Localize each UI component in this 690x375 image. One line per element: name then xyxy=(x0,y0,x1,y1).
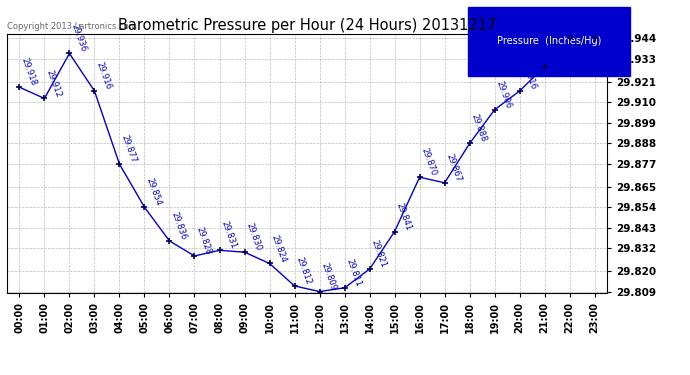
Text: 29.836: 29.836 xyxy=(170,210,188,241)
Text: 29.854: 29.854 xyxy=(144,177,163,207)
Text: 29.831: 29.831 xyxy=(219,220,238,250)
Text: 29.906: 29.906 xyxy=(495,80,513,110)
Text: Pressure  (Inches/Hg): Pressure (Inches/Hg) xyxy=(497,36,601,46)
Text: 29.877: 29.877 xyxy=(119,134,138,164)
Text: 29.912: 29.912 xyxy=(44,68,63,99)
Text: 29.812: 29.812 xyxy=(295,256,313,286)
Text: Copyright 2013 Lartronics.com: Copyright 2013 Lartronics.com xyxy=(7,22,137,31)
Text: 29.916: 29.916 xyxy=(520,61,538,91)
Text: 29.916: 29.916 xyxy=(95,61,113,91)
Title: Barometric Pressure per Hour (24 Hours) 20131217: Barometric Pressure per Hour (24 Hours) … xyxy=(118,18,496,33)
Text: 29.888: 29.888 xyxy=(470,113,488,143)
Text: 29.841: 29.841 xyxy=(395,201,413,231)
Text: 29.811: 29.811 xyxy=(344,258,363,288)
Text: 29.870: 29.870 xyxy=(420,147,438,177)
Text: 29.824: 29.824 xyxy=(270,233,288,263)
Text: 29.828: 29.828 xyxy=(195,225,213,256)
Text: 29.918: 29.918 xyxy=(19,57,38,87)
Text: 29.867: 29.867 xyxy=(444,152,463,183)
Text: 29.944: 29.944 xyxy=(570,8,588,39)
Text: 29.944: 29.944 xyxy=(595,8,613,39)
Text: 29.929: 29.929 xyxy=(544,36,563,67)
Text: 29.809: 29.809 xyxy=(319,261,338,291)
Text: 29.936: 29.936 xyxy=(70,23,88,54)
Text: 29.821: 29.821 xyxy=(370,239,388,269)
Text: 29.830: 29.830 xyxy=(244,222,263,252)
